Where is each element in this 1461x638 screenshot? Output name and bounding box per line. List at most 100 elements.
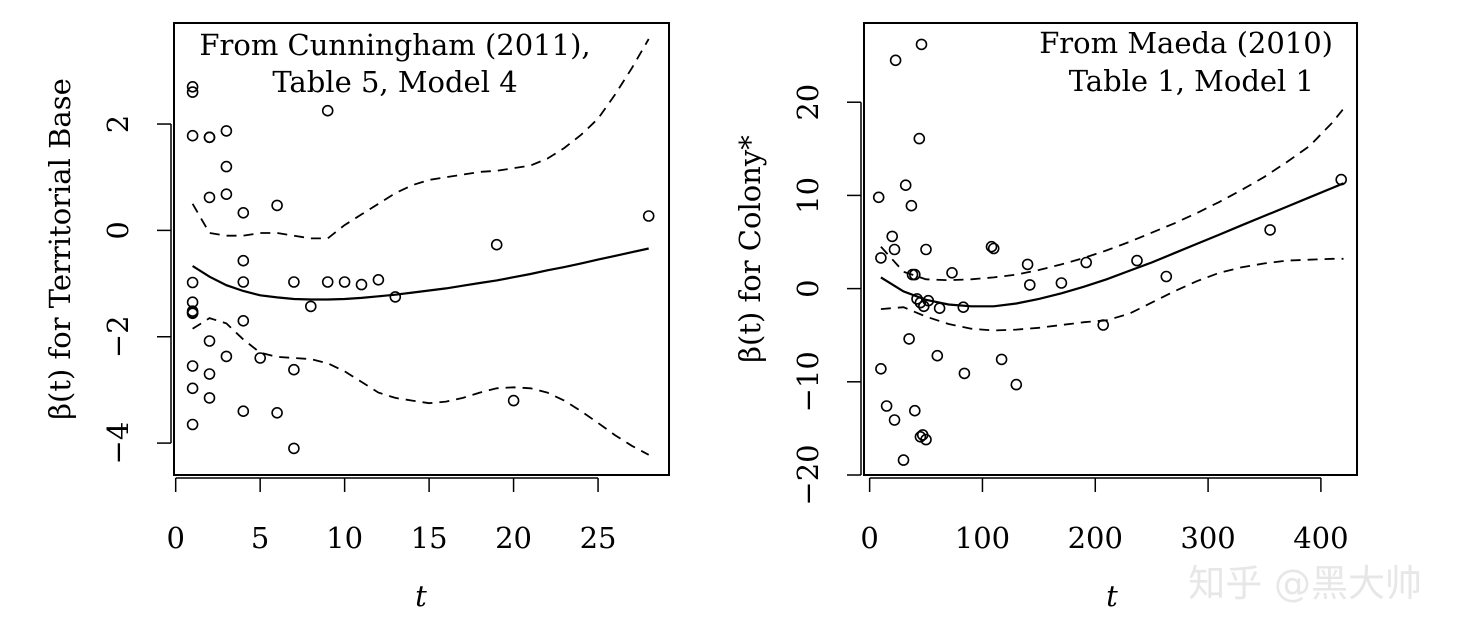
left-y-tick-label: −4 [101, 422, 135, 465]
left-data-point [203, 368, 216, 380]
right-data-point [1131, 254, 1143, 267]
right-data-point [914, 296, 927, 309]
left-data-point [372, 273, 385, 286]
right-data-point [1024, 279, 1036, 291]
right-data-point [1335, 173, 1347, 186]
left-data-point [389, 291, 402, 303]
right-data-point [922, 294, 935, 307]
left-y-tick-label: −2 [101, 315, 135, 358]
left-data-point [642, 210, 655, 222]
right-plot-frame [863, 22, 1358, 476]
left-data-point [288, 442, 300, 455]
left-x-axis-label: t [415, 579, 427, 613]
left-data-point [237, 254, 250, 267]
right-data-point [908, 268, 921, 281]
right-curves [880, 108, 1345, 332]
left-upper-band [191, 38, 650, 240]
left-x-tick-label: 20 [495, 521, 532, 555]
left-data-point [220, 188, 233, 200]
left-data-point [186, 418, 199, 431]
left-data-point [186, 382, 199, 395]
left-data-point [186, 81, 199, 93]
right-data-point [911, 293, 923, 305]
right-data-point [1080, 256, 1092, 269]
right-data-point [920, 433, 932, 446]
right-y-axis: −20 −10 0 10 20 [791, 84, 862, 506]
right-data-point [903, 333, 915, 345]
right-data-point [875, 252, 887, 264]
right-data-point [931, 349, 944, 362]
right-x-tick-label: 0 [860, 521, 878, 555]
left-y-axis-label: β(t) for Territorial Base [43, 78, 77, 419]
left-data-point [271, 199, 283, 212]
right-data-point [1160, 270, 1173, 283]
left-x-tick-label: 5 [251, 521, 269, 555]
right-data-point [875, 362, 887, 375]
right-data-point [888, 414, 901, 426]
left-curves [191, 38, 650, 456]
right-y-tick-label: 0 [791, 279, 825, 297]
right-data-point [914, 430, 927, 443]
right-data-point [872, 191, 885, 204]
right-panel: 0 100 200 300 400 −20 −10 0 10 20 From Maeda (20… [733, 22, 1358, 613]
right-data-point [1264, 224, 1276, 236]
right-lower-band [880, 257, 1344, 332]
right-data-point [987, 242, 1000, 255]
right-y-tick-label: −10 [791, 351, 825, 412]
watermark: 知乎 @黑大帅 [1188, 562, 1422, 605]
right-annotation-line-1: From Maeda (2010) [1039, 26, 1333, 60]
right-data-point [1010, 378, 1023, 391]
left-y-axis: −4 −2 0 2 [101, 115, 172, 465]
left-annotation-line-2: Table 5, Model 4 [272, 65, 517, 99]
left-data-point [220, 350, 233, 363]
left-data-point [321, 104, 334, 117]
left-annotation-line-1: From Cunningham (2011), [199, 28, 590, 62]
left-data-point [186, 129, 199, 142]
left-data-point [220, 125, 233, 137]
left-points [186, 81, 655, 455]
right-data-point [915, 38, 928, 51]
right-x-axis-label: t [1106, 579, 1118, 613]
left-fit-line [192, 247, 649, 301]
left-data-point [203, 335, 216, 347]
left-x-axis: 0 5 10 15 20 25 [166, 477, 617, 555]
right-data-point [933, 302, 946, 315]
right-data-point [1021, 258, 1034, 271]
left-data-point [237, 207, 250, 219]
right-x-tick-label: 400 [1293, 521, 1348, 555]
right-data-point [897, 454, 910, 466]
left-data-point [507, 394, 520, 407]
left-x-tick-label: 0 [166, 521, 184, 555]
left-x-tick-label: 25 [580, 521, 617, 555]
left-x-tick-label: 10 [326, 521, 363, 555]
left-data-point [237, 405, 250, 418]
left-data-point [186, 276, 199, 289]
right-x-tick-label: 200 [1068, 521, 1123, 555]
right-data-point [946, 266, 958, 279]
right-points [872, 38, 1347, 466]
right-data-point [880, 400, 893, 412]
right-x-tick-label: 100 [955, 521, 1010, 555]
right-data-point [1055, 277, 1068, 289]
left-data-point [490, 238, 503, 251]
right-data-point [1097, 319, 1109, 331]
right-data-point [899, 179, 912, 191]
left-data-point [186, 86, 199, 98]
right-data-point [995, 353, 1008, 366]
left-data-point [186, 360, 199, 372]
left-panel: 0 5 10 15 20 25 −4 −2 0 2 From Cunningham (2011)… [43, 22, 670, 613]
left-data-point [203, 191, 216, 204]
left-data-point [254, 352, 267, 364]
left-data-point [203, 392, 216, 404]
right-data-point [888, 243, 901, 256]
left-data-point [186, 306, 199, 319]
left-plot-frame [173, 22, 670, 476]
left-y-tick-label: 2 [101, 115, 135, 133]
left-data-point [288, 276, 300, 288]
left-lower-band [192, 317, 650, 456]
right-data-point [985, 240, 998, 253]
right-data-point [913, 132, 926, 145]
right-data-point [889, 54, 902, 67]
right-fit-line [880, 182, 1344, 308]
